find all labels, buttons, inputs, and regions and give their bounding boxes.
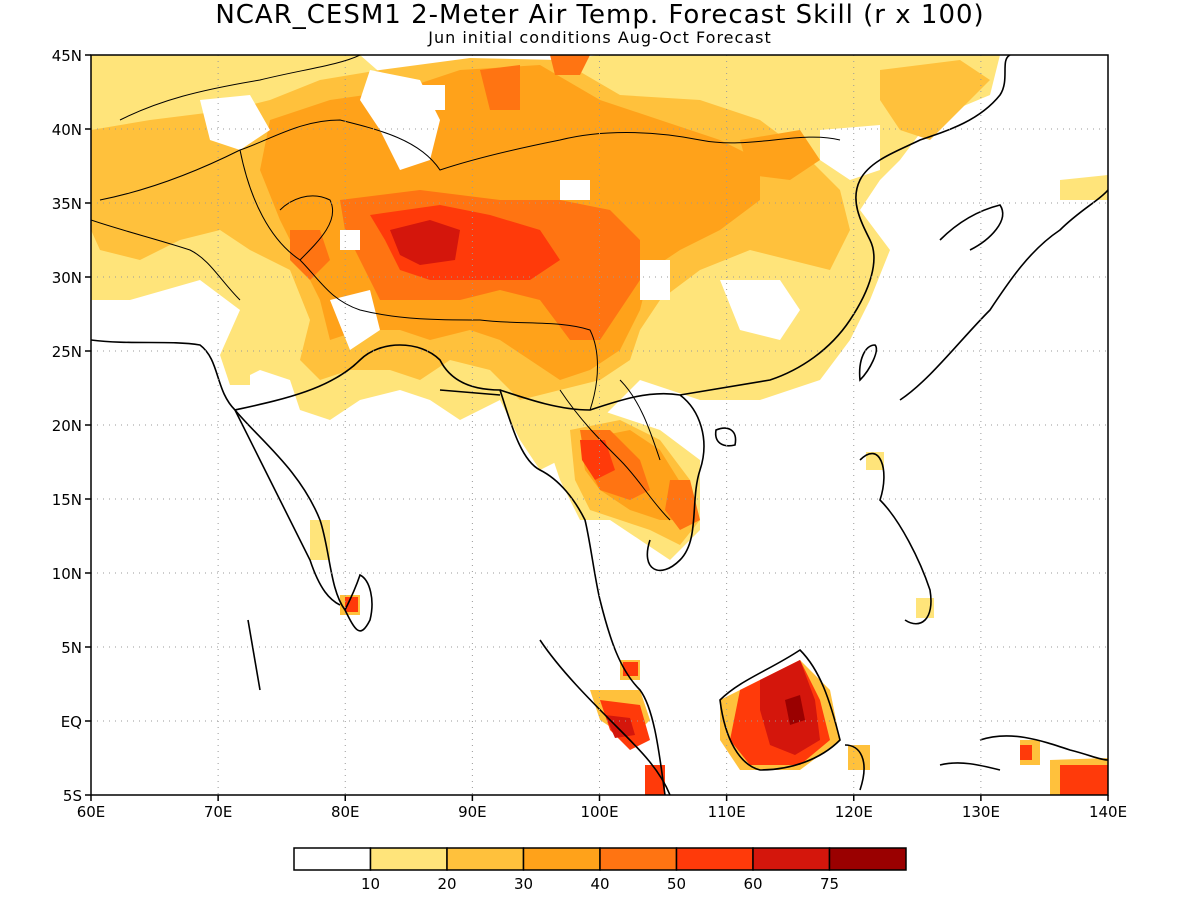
- lon-tick-label: 70E: [204, 803, 233, 821]
- lat-tick-label: 15N: [52, 491, 82, 509]
- coastlines: [91, 55, 1108, 795]
- colorbar-swatch: [675, 847, 754, 871]
- lat-tick-label: 20N: [52, 417, 82, 435]
- colorbar-swatch: [369, 847, 448, 871]
- colorbar-label: 75: [820, 875, 839, 893]
- colorbar-swatch: [752, 847, 831, 871]
- colorbar-swatch: [446, 847, 525, 871]
- lat-tick-label: 35N: [52, 195, 82, 213]
- map-subtitle: Jun initial conditions Aug-Oct Forecast: [428, 28, 772, 47]
- axis-ticks: 60E 70E 80E 90E 100E 110E 120E 130E 140E 5S EQ 5N 10…: [52, 47, 1127, 821]
- skill-band-75-plus: [785, 695, 805, 725]
- lat-tick-label: 10N: [52, 565, 82, 583]
- colorbar-swatch: [293, 847, 372, 871]
- lat-tick-label: 5N: [61, 639, 82, 657]
- lon-tick-label: 120E: [835, 803, 873, 821]
- lon-tick-label: 60E: [77, 803, 106, 821]
- lat-tick-label: EQ: [61, 713, 82, 731]
- colorbar-swatch: [599, 847, 678, 871]
- colorbar-label: 60: [743, 875, 762, 893]
- colorbar-label: 30: [514, 875, 533, 893]
- colorbar-swatch: [828, 847, 907, 871]
- colorbar-swatch: [522, 847, 601, 871]
- colorbar-label: 10: [361, 875, 380, 893]
- lat-tick-label: 45N: [52, 47, 82, 65]
- colorbar-label: 50: [667, 875, 686, 893]
- lat-tick-label: 30N: [52, 269, 82, 287]
- map-title: NCAR_CESM1 2-Meter Air Temp. Forecast Sk…: [215, 0, 985, 30]
- colorbar-label: 20: [437, 875, 456, 893]
- lon-tick-label: 80E: [331, 803, 360, 821]
- colorbar: 10 20 30 40 50 60 75: [293, 847, 907, 893]
- lon-tick-label: 110E: [708, 803, 746, 821]
- lon-tick-label: 130E: [962, 803, 1000, 821]
- country-borders: [91, 55, 841, 521]
- skill-band-below-10: [200, 70, 880, 350]
- lat-tick-label: 25N: [52, 343, 82, 361]
- lon-tick-label: 140E: [1089, 803, 1127, 821]
- lon-tick-label: 90E: [458, 803, 487, 821]
- colorbar-label: 40: [590, 875, 609, 893]
- lat-tick-label: 40N: [52, 121, 82, 139]
- skill-field: [91, 55, 1108, 795]
- lat-tick-label: 5S: [63, 787, 82, 805]
- lon-tick-label: 100E: [580, 803, 618, 821]
